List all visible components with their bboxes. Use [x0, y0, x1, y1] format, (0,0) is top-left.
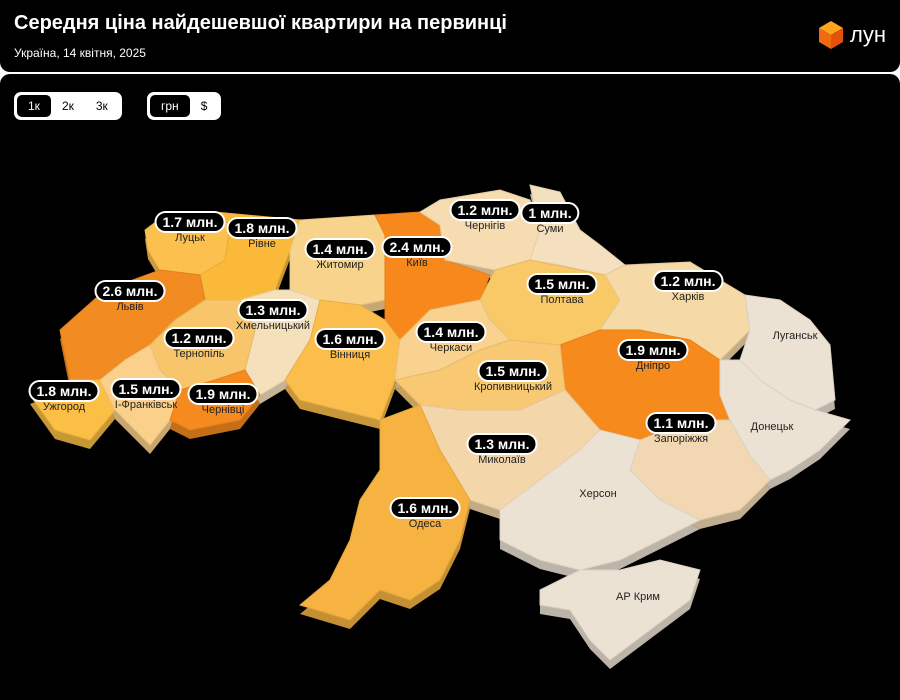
page-subtitle: Україна, 14 квітня, 2025: [14, 46, 146, 60]
city-label-ivano-frankivsk: І-Франківськ: [114, 399, 178, 411]
price-label-kharkiv: 1.2 млн.: [654, 272, 722, 290]
currency-usd-button[interactable]: $: [200, 99, 208, 113]
city-label-kharkiv: Харків: [671, 291, 705, 303]
rooms-3k-button[interactable]: 3к: [95, 99, 108, 113]
city-label-kherson: Херсон: [579, 488, 617, 500]
page-title: Середня ціна найдешевшої квартири на пер…: [14, 12, 507, 34]
price-label-kyiv: 2.4 млн.: [383, 238, 451, 256]
city-label-zakarpattia: Ужгород: [42, 401, 86, 413]
city-label-donetsk: Донецьк: [750, 421, 794, 433]
currency-toggle: грн $: [147, 92, 222, 120]
city-label-luhansk: Луганськ: [772, 330, 818, 342]
price-label-kirovohrad: 1.5 млн.: [479, 362, 547, 380]
region-kherson[interactable]: [499, 429, 702, 571]
price-label-ternopil: 1.2 млн.: [165, 329, 233, 347]
city-label-odesa: Одеса: [408, 518, 442, 530]
city-label-mykolaiv: Миколаїв: [478, 454, 526, 466]
price-label-zhytomyr: 1.4 млн.: [306, 240, 374, 258]
price-label-poltava: 1.5 млн.: [528, 275, 596, 293]
rooms-1k-button[interactable]: 1к: [17, 95, 51, 117]
price-label-vinnytsia: 1.6 млн.: [316, 330, 384, 348]
price-label-chernihiv: 1.2 млн.: [451, 201, 519, 219]
price-label-rivne: 1.8 млн.: [228, 219, 296, 237]
city-label-rivne: Рівне: [248, 238, 276, 250]
header: Середня ціна найдешевшої квартири на пер…: [0, 0, 900, 72]
city-label-crimea: АР Крим: [616, 591, 660, 603]
logo-text: лун: [850, 22, 886, 47]
city-label-chernihiv: Чернігів: [464, 220, 506, 232]
price-label-mykolaiv: 1.3 млн.: [468, 435, 536, 453]
price-label-cherkasy: 1.4 млн.: [417, 323, 485, 341]
price-label-zakarpattia: 1.8 млн.: [30, 382, 98, 400]
city-label-vinnytsia: Вінниця: [329, 349, 371, 361]
city-label-chernivtsi: Чернівці: [201, 404, 245, 416]
city-label-ternopil: Тернопіль: [173, 348, 225, 360]
city-label-dnipro: Дніпро: [635, 360, 671, 372]
city-label-zhytomyr: Житомир: [316, 259, 364, 271]
city-label-lviv: Львів: [116, 301, 144, 313]
currency-uah-button[interactable]: грн: [150, 95, 190, 117]
price-label-sumy: 1 млн.: [522, 204, 578, 222]
city-label-sumy: Суми: [536, 223, 564, 235]
region-donetsk[interactable]: [719, 359, 851, 481]
price-label-zaporizhzhia: 1.1 млн.: [647, 414, 715, 432]
city-label-khmelnytskyi: Хмельницький: [235, 320, 311, 332]
region-odesa[interactable]: [298, 404, 471, 621]
price-label-chernivtsi: 1.9 млн.: [189, 385, 257, 403]
price-label-odesa: 1.6 млн.: [391, 499, 459, 517]
price-label-lviv: 2.6 млн.: [96, 282, 164, 300]
rooms-2k-button[interactable]: 2к: [61, 99, 74, 113]
logo[interactable]: лун: [818, 20, 886, 50]
city-label-volyn: Луцьк: [175, 232, 205, 244]
price-label-dnipro: 1.9 млн.: [619, 341, 687, 359]
city-label-kyiv: Київ: [406, 257, 428, 269]
orange-cube-icon: [819, 21, 843, 49]
rooms-toggle: 1к 2к 3к: [14, 92, 122, 120]
city-label-poltava: Полтава: [540, 294, 584, 306]
city-label-kirovohrad: Кропивницький: [474, 381, 552, 393]
region-crimea[interactable]: [539, 559, 701, 661]
price-label-ivano-frankivsk: 1.5 млн.: [112, 380, 180, 398]
price-label-khmelnytskyi: 1.3 млн.: [239, 301, 307, 319]
city-label-zaporizhzhia: Запоріжжя: [653, 433, 709, 445]
price-label-volyn: 1.7 млн.: [156, 213, 224, 231]
city-label-cherkasy: Черкаси: [429, 342, 473, 354]
